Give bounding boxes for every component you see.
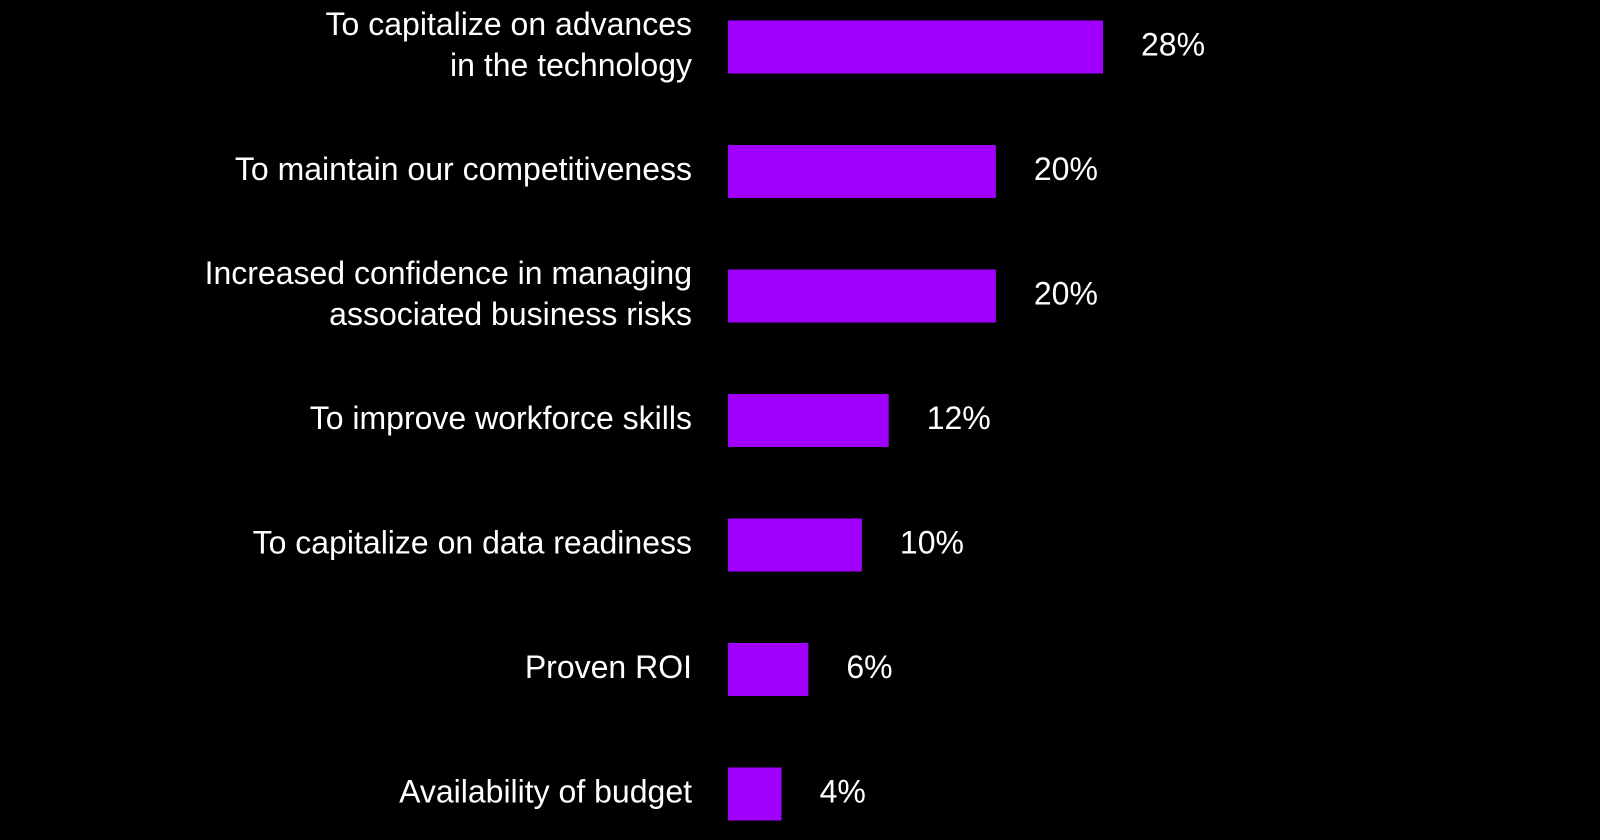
category-label-4-line-0: To capitalize on data readiness xyxy=(253,524,692,560)
category-label-3-line-0: To improve workforce skills xyxy=(310,400,692,436)
category-label-2-line-1: associated business risks xyxy=(329,296,692,332)
value-label-4: 10% xyxy=(900,524,964,560)
bar-4 xyxy=(728,518,862,572)
value-label-5: 6% xyxy=(846,649,892,685)
value-label-6: 4% xyxy=(820,773,866,809)
category-label-6-line-0: Availability of budget xyxy=(399,773,692,809)
value-label-1: 20% xyxy=(1034,151,1098,187)
value-label-3: 12% xyxy=(927,400,991,436)
category-label-1-line-0: To maintain our competitiveness xyxy=(235,151,692,187)
category-label-2-line-0: Increased confidence in managing xyxy=(205,255,692,291)
bar-1 xyxy=(728,145,996,198)
bar-2 xyxy=(728,269,996,323)
bar-0 xyxy=(728,20,1103,74)
bar-6 xyxy=(728,767,782,821)
category-label-0-line-0: To capitalize on advances xyxy=(326,6,692,42)
value-label-2: 20% xyxy=(1034,275,1098,311)
bar-5 xyxy=(728,643,809,696)
category-label-5-line-0: Proven ROI xyxy=(525,649,692,685)
value-label-0: 28% xyxy=(1141,26,1205,62)
bar-3 xyxy=(728,394,889,447)
category-label-0-line-1: in the technology xyxy=(450,47,692,83)
